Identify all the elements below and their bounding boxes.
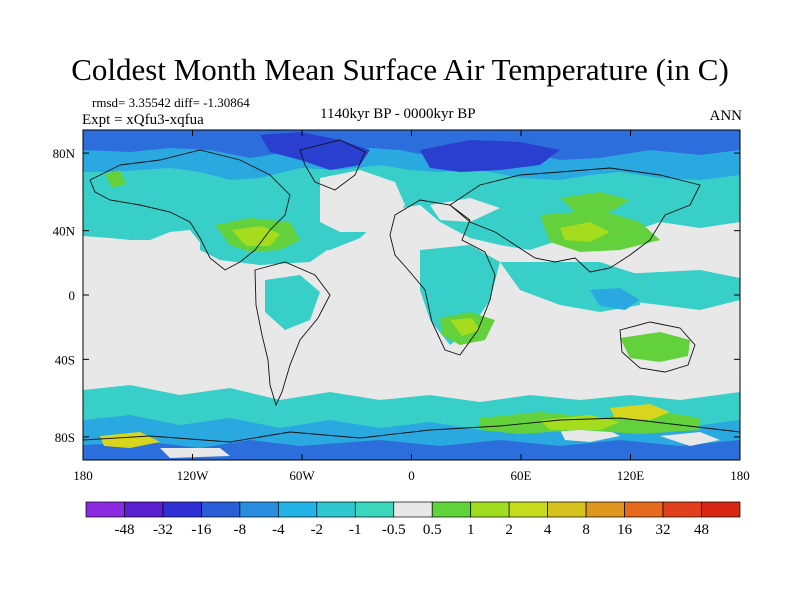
colorbar-swatch	[547, 501, 587, 518]
y-tick-label: 80S	[55, 430, 75, 445]
colorbar-labels: -48 -32 -16 -8 -4 -2 -1 -0.5 0.5 1 2 4 8 16 32 48	[114, 522, 709, 538]
asia-coast	[449, 167, 701, 273]
amazon-cyan	[265, 275, 320, 330]
arctic-green-spot	[105, 170, 126, 188]
north-america-lime	[232, 226, 280, 246]
colorbar-label: -16	[191, 522, 211, 538]
indonesia-blue	[590, 288, 640, 310]
antarctica-coast	[83, 417, 740, 443]
colorbar-swatch	[585, 501, 625, 518]
colorbar-swatch	[470, 501, 510, 518]
colorbar-swatch	[431, 501, 472, 518]
season-label: ANN	[709, 108, 743, 124]
colorbar-label: -4	[272, 522, 285, 538]
colorbar-label: -48	[114, 522, 134, 538]
x-tick-label: 60E	[511, 468, 532, 483]
africa-lime	[450, 318, 480, 336]
africa-cyan	[420, 245, 500, 345]
europe-africa-coast	[389, 199, 496, 356]
x-tick-label: 180	[730, 468, 750, 483]
colorbar-label: -2	[311, 522, 324, 538]
north-darkblue-region	[260, 132, 560, 172]
x-tick-label: 120E	[617, 468, 645, 483]
colorbar-label: 16	[617, 522, 633, 538]
colorbar	[85, 501, 741, 518]
x-tick-label: 0	[408, 468, 415, 483]
colorbar-swatch	[316, 501, 356, 518]
colorbar-swatch	[201, 501, 241, 518]
y-tick-labels: 80N 40N 0 40S 80S	[53, 146, 76, 445]
colorbar-swatch	[508, 501, 548, 518]
colorbar-label: -0.5	[382, 522, 406, 538]
colorbar-label: -8	[234, 522, 247, 538]
colorbar-swatch	[162, 501, 202, 518]
colorbar-label: 4	[544, 522, 552, 538]
x-tick-label: 180	[73, 468, 93, 483]
period-label: 1140kyr BP - 0000kyr BP	[320, 106, 476, 122]
south-america-coast	[254, 261, 331, 407]
antarctic-yellow	[100, 404, 670, 448]
australia-green	[620, 332, 690, 362]
x-tick-labels: 180 120W 60W 0 60E 120E 180	[73, 468, 750, 483]
y-tick-label: 40S	[55, 352, 75, 367]
colorbar-swatch	[624, 501, 664, 518]
colorbar-label: 1	[467, 522, 475, 538]
colorbar-label: 0.5	[423, 522, 442, 538]
map-ticks	[82, 130, 741, 460]
colorbar-label: 48	[694, 522, 709, 538]
australia-coast	[619, 321, 696, 373]
experiment-label: Expt = xQfu3-xqfua	[82, 112, 204, 128]
colorbar-swatch	[354, 501, 395, 518]
antarctic-neutral-patches	[160, 426, 720, 458]
asia-lime	[560, 222, 610, 242]
colorbar-label: 2	[505, 522, 513, 538]
colorbar-label: 8	[582, 522, 590, 538]
stats-text: rmsd= 3.35542 diff= -1.30864	[92, 95, 250, 110]
colorbar-swatch	[85, 501, 125, 518]
asia-neutral-patch	[430, 198, 500, 222]
x-tick-label: 60W	[289, 468, 315, 483]
colorbar-label: 32	[656, 522, 671, 538]
colorbar-swatch	[278, 501, 318, 518]
y-tick-label: 0	[69, 288, 76, 303]
colorbar-swatch	[393, 501, 433, 518]
colorbar-swatch	[701, 501, 741, 518]
siberia-green	[560, 192, 630, 212]
antarctic-blue	[83, 440, 740, 460]
x-tick-label: 120W	[177, 468, 210, 483]
north-blue-region	[83, 130, 740, 160]
colorbar-swatch	[239, 501, 279, 518]
coastlines	[83, 139, 740, 443]
colorbar-swatch	[124, 501, 164, 518]
y-tick-label: 80N	[53, 146, 76, 161]
colorbar-swatch	[662, 501, 702, 518]
north-america-coast	[89, 149, 291, 271]
map-title: Coldest Month Mean Surface Air Temperatu…	[71, 52, 729, 87]
y-tick-label: 40N	[53, 224, 76, 239]
temperature-field	[83, 130, 740, 460]
colorbar-label: -32	[153, 522, 173, 538]
greenland-coast	[299, 139, 366, 191]
colorbar-label: -1	[349, 522, 362, 538]
